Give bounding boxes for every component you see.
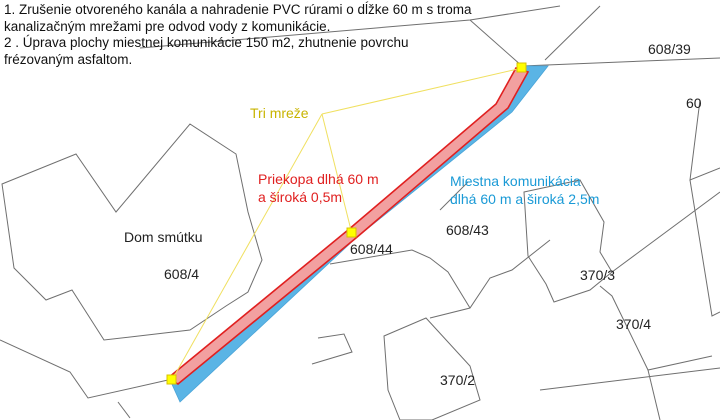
ditch-area [166,67,530,385]
boundary-line [311,333,353,365]
parcel-label: 370/3 [580,267,616,283]
boundary-line [611,191,720,273]
grate-marker [166,374,177,385]
note-line: frézovaným asfaltom. [4,51,133,67]
parcel-label: 60 [686,95,702,111]
ditch-label-line: a široká 0,5m [258,189,343,205]
note-line: 1. Zrušenie otvoreného kanála a nahraden… [4,2,472,17]
ditch-label-line: Priekopa dlhá 60 m [258,171,379,187]
boundary-line [647,369,661,420]
building-370-2 [383,317,481,420]
note-line: kanalizačným mrežami pre odvod vody z ko… [4,18,331,34]
boundary-line [117,401,131,419]
leader-line [321,113,353,235]
grate-marker [346,227,357,238]
parcel-label: 370/4 [616,316,652,332]
grate-marker [516,62,527,73]
boundary-line [0,339,169,399]
project-notes: 1. Zrušenie otvoreného kanála a nahraden… [4,2,472,68]
building-370-3 [523,179,613,303]
ditch-label: Priekopa dlhá 60 m a široká 0,5m [258,170,379,206]
grate-leader-lines [171,67,523,381]
parcel-label: 608/39 [648,41,691,57]
parcel-label: 608/43 [446,222,489,238]
leader-line [171,113,323,381]
road-label: Miestna komunikácia dlhá 60 m a široká 2… [450,172,599,208]
parcel-label: 608/44 [350,241,393,257]
grates-label: Tri mreže [250,105,309,121]
boundary-line [429,239,551,319]
boundary-line [329,249,471,309]
note-line: 2 . Úprava plochy miestnej komunikácie 1… [4,35,409,50]
road-label-line: Miestna komunikácia [450,173,581,189]
road-label-line: dlhá 60 m a široká 2,5m [450,191,600,207]
boundary-line [521,57,720,67]
building-name-label: Dom smútku [124,229,203,245]
parcel-label: 608/4 [164,266,200,282]
leader-line [321,67,523,115]
boundary-line [599,285,713,371]
parcel-label: 370/2 [440,372,476,388]
boundary-line [544,5,601,61]
building-dom-smutku [1,123,263,341]
boundary-line [689,99,720,181]
boundary-line [469,19,523,67]
boundary-line [539,367,720,391]
boundary-line [439,181,469,211]
parcel-boundaries [0,5,720,420]
boundary-line [689,179,720,317]
